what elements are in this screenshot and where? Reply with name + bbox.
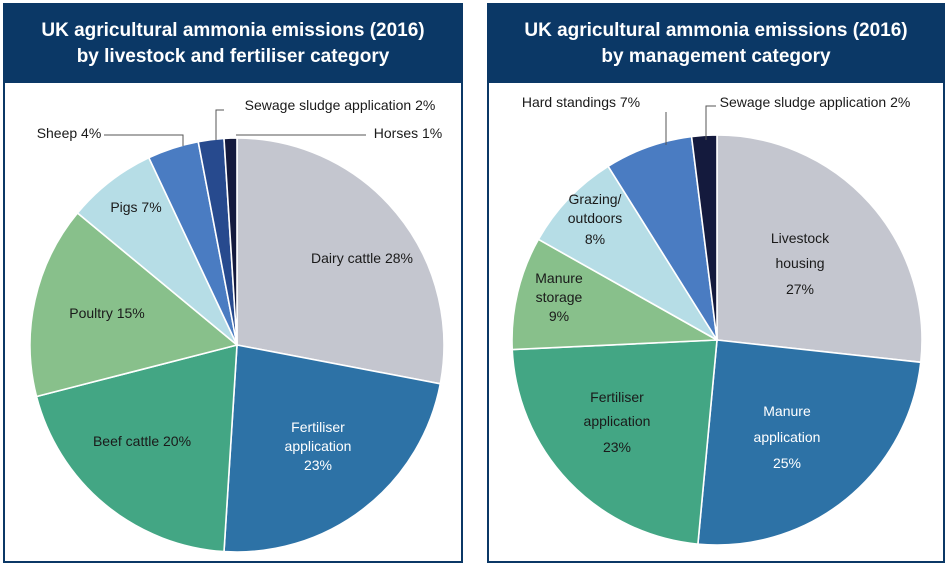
slice-label: Manure bbox=[763, 403, 811, 419]
slice-label: Pigs 7% bbox=[110, 199, 161, 215]
pie-chart-1: Dairy cattle 28% Fertiliser application 23%… bbox=[29, 97, 445, 553]
pie-slice-fertiliser-application bbox=[511, 339, 718, 545]
slice-label: Fertiliser bbox=[291, 419, 345, 435]
chart-title-line-1: UK agricultural ammonia emissions (2016) bbox=[41, 20, 425, 41]
chart-title: UK agricultural ammonia emissions (2016)… bbox=[489, 5, 943, 83]
slice-label: Manure bbox=[535, 270, 583, 286]
slice-label: housing bbox=[775, 255, 824, 271]
slice-label: 23% bbox=[304, 457, 332, 473]
pie-slice-fertiliser-application bbox=[223, 344, 442, 553]
pie-slice-beef-cattle bbox=[35, 343, 238, 553]
slice-label: Sewage sludge application 2% bbox=[720, 94, 911, 110]
pie-slice-manure-storage bbox=[511, 238, 720, 351]
slice-label: Livestock bbox=[771, 230, 830, 246]
leader-line bbox=[705, 105, 716, 140]
slice-label: Sheep 4% bbox=[37, 125, 102, 141]
pie-slice-grazing-outdoors bbox=[537, 165, 718, 341]
slice-label: Horses 1% bbox=[374, 125, 442, 141]
chart-title-line-2: by management category bbox=[601, 46, 831, 67]
chart-title-line-1: UK agricultural ammonia emissions (2016) bbox=[524, 20, 908, 41]
pie-slice-manure-application bbox=[697, 339, 922, 546]
pie-slice-poultry bbox=[29, 211, 239, 398]
slice-label: Beef cattle 20% bbox=[93, 433, 191, 449]
slice-label: Sewage sludge application 2% bbox=[245, 97, 436, 113]
pie-chart-2: Livestock housing 27% Manure application 25% F… bbox=[511, 94, 923, 546]
slice-label: application bbox=[285, 438, 352, 454]
slice-label: Poultry 15% bbox=[69, 305, 144, 321]
slice-label: 25% bbox=[773, 455, 801, 471]
chart-title-line-2: by livestock and fertiliser category bbox=[76, 46, 390, 67]
slice-label: application bbox=[754, 429, 821, 445]
pie-slice-dairy-cattle bbox=[236, 137, 445, 385]
slice-label: 27% bbox=[786, 281, 814, 297]
chart-title: UK agricultural ammonia emissions (2016)… bbox=[5, 5, 461, 83]
slice-label: Hard standings 7% bbox=[522, 94, 640, 110]
pie-slice-horses bbox=[223, 137, 238, 346]
leader-line bbox=[215, 109, 224, 140]
pie-slice-livestock-housing bbox=[716, 134, 923, 364]
slice-label: outdoors bbox=[568, 210, 622, 226]
slice-label: Fertiliser bbox=[590, 389, 644, 405]
pie-slice-sewage-sludge-application bbox=[690, 134, 718, 341]
slice-label: application bbox=[584, 413, 651, 429]
slice-label: 9% bbox=[549, 308, 569, 324]
slice-label: 23% bbox=[603, 439, 631, 455]
slice-label: 8% bbox=[585, 231, 605, 247]
slice-label: Grazing/ bbox=[569, 191, 622, 207]
slice-label: Dairy cattle 28% bbox=[311, 250, 413, 266]
slice-label: storage bbox=[536, 289, 583, 305]
leader-line bbox=[104, 134, 184, 146]
